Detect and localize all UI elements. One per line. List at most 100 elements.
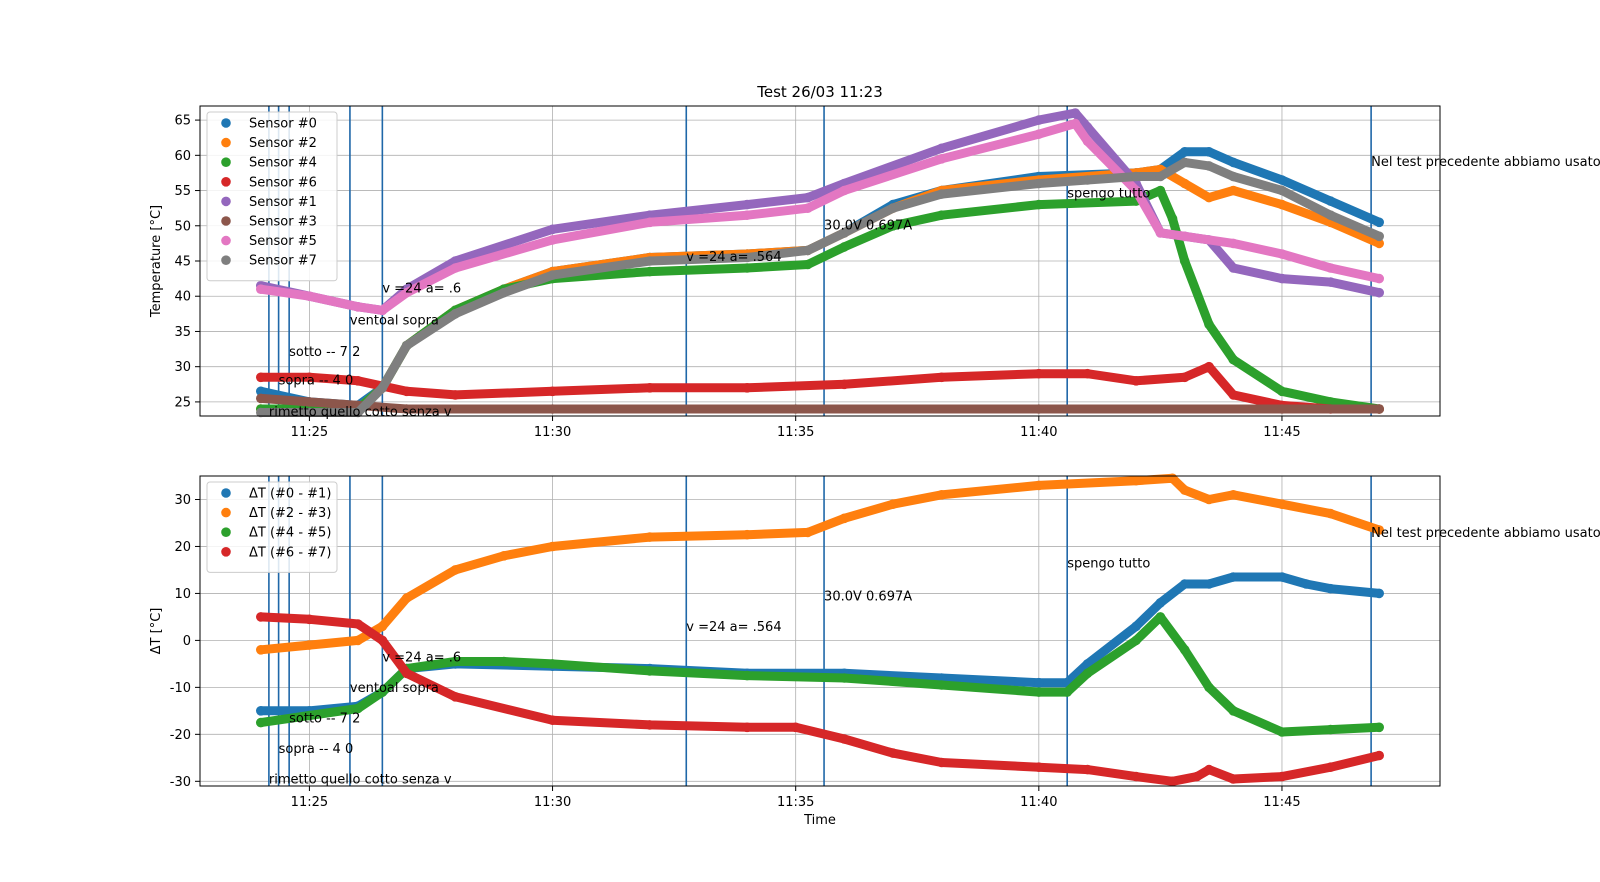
annotation: rimetto quello cotto senza v bbox=[269, 773, 452, 788]
data-point bbox=[499, 656, 509, 667]
data-point bbox=[742, 263, 752, 273]
data-point bbox=[1374, 287, 1384, 298]
chart-title: Test 26/03 11:23 bbox=[756, 83, 883, 101]
data-point bbox=[1082, 668, 1093, 679]
data-point bbox=[1034, 404, 1044, 414]
data-point bbox=[547, 404, 558, 414]
data-point bbox=[742, 529, 752, 540]
data-point bbox=[1277, 249, 1287, 259]
data-point bbox=[255, 645, 266, 655]
data-point bbox=[547, 715, 558, 725]
data-point bbox=[1374, 404, 1384, 414]
y-tick-label: 60 bbox=[174, 149, 191, 164]
legend-marker bbox=[221, 488, 231, 498]
data-point bbox=[803, 192, 813, 203]
data-point bbox=[401, 404, 412, 414]
series-line-2 bbox=[256, 473, 1384, 655]
data-point bbox=[547, 541, 558, 552]
series-line-3 bbox=[256, 612, 1384, 737]
data-point bbox=[803, 527, 813, 538]
data-point bbox=[255, 706, 266, 716]
legend-label: ΔT (#0 - #1) bbox=[249, 487, 331, 502]
x-tick-label: 11:25 bbox=[291, 425, 328, 440]
series-line-4 bbox=[256, 362, 1384, 414]
data-point bbox=[936, 372, 947, 383]
plot-frame bbox=[199, 475, 1441, 787]
data-point bbox=[1192, 771, 1202, 782]
legend-marker bbox=[221, 216, 231, 226]
data-point bbox=[1167, 213, 1178, 224]
data-point bbox=[936, 680, 947, 690]
data-point bbox=[401, 386, 412, 397]
data-point bbox=[1131, 171, 1141, 182]
data-point bbox=[1204, 361, 1214, 372]
data-point bbox=[401, 668, 412, 679]
data-point bbox=[1277, 185, 1287, 196]
y-tick-label: 30 bbox=[174, 360, 191, 375]
series-line-7 bbox=[256, 119, 1384, 315]
series-line-4 bbox=[256, 612, 1384, 786]
data-point bbox=[1155, 228, 1166, 238]
data-point bbox=[1131, 376, 1141, 386]
data-point bbox=[1179, 579, 1190, 589]
data-point bbox=[742, 210, 752, 220]
annotation: spengo tutto bbox=[1067, 557, 1150, 572]
data-point bbox=[645, 720, 655, 730]
x-tick-label: 11:45 bbox=[1263, 425, 1300, 440]
data-point bbox=[1374, 238, 1384, 249]
y-tick-label: 50 bbox=[174, 219, 191, 234]
data-point bbox=[1228, 171, 1239, 182]
delta-t-panel: Nel test precedente abbiamo usato spengo … bbox=[149, 473, 1600, 828]
data-point bbox=[936, 490, 947, 500]
data-point bbox=[547, 386, 558, 397]
data-point bbox=[255, 407, 266, 418]
legend: ΔT (#0 - #1) ΔT (#2 - #3) ΔT (#4 - #5) ΔT (… bbox=[206, 481, 338, 573]
data-point bbox=[645, 266, 655, 277]
data-point bbox=[1325, 724, 1336, 735]
y-tick-label: -20 bbox=[170, 728, 191, 743]
data-point bbox=[304, 710, 315, 721]
annotation: sotto -- 7 2 bbox=[289, 345, 360, 360]
data-point bbox=[1034, 129, 1044, 139]
temperature-panel: Nel test precedente abbiamo usato spengo … bbox=[149, 83, 1600, 440]
data-point bbox=[803, 259, 813, 270]
data-point bbox=[1374, 231, 1384, 242]
data-point bbox=[1374, 217, 1384, 228]
data-point bbox=[450, 565, 461, 575]
y-tick-label: 0 bbox=[183, 634, 191, 649]
data-point bbox=[742, 722, 752, 733]
x-tick-label: 11:35 bbox=[777, 425, 814, 440]
legend-marker bbox=[221, 507, 231, 518]
data-point bbox=[1034, 199, 1044, 210]
data-point bbox=[1034, 762, 1044, 772]
data-point bbox=[304, 407, 315, 418]
data-point bbox=[1034, 115, 1044, 125]
y-axis-label: ΔT [°C] bbox=[149, 608, 164, 655]
data-point bbox=[401, 593, 412, 603]
data-point bbox=[450, 309, 461, 319]
data-point bbox=[936, 210, 947, 220]
annotation: v =24 a= .6 bbox=[382, 651, 461, 666]
annotation: ventoal sopra bbox=[350, 313, 439, 328]
data-point bbox=[839, 734, 850, 744]
data-point bbox=[1131, 185, 1141, 196]
data-point bbox=[450, 263, 461, 273]
data-point bbox=[401, 340, 412, 351]
legend-marker bbox=[221, 547, 231, 557]
data-point bbox=[1228, 185, 1239, 196]
legend-label: Sensor #0 bbox=[249, 117, 317, 132]
legend-marker bbox=[221, 255, 231, 265]
data-point bbox=[645, 666, 655, 676]
data-point bbox=[353, 376, 363, 386]
data-point bbox=[936, 757, 947, 768]
data-point bbox=[936, 143, 947, 154]
data-point bbox=[1228, 774, 1239, 784]
data-point bbox=[839, 379, 850, 390]
annotation: ventoal sopra bbox=[350, 681, 439, 696]
data-point bbox=[1204, 319, 1214, 330]
data-point bbox=[1155, 171, 1166, 182]
data-point bbox=[1228, 354, 1239, 365]
y-tick-label: -30 bbox=[170, 775, 191, 790]
data-point bbox=[1167, 473, 1178, 484]
